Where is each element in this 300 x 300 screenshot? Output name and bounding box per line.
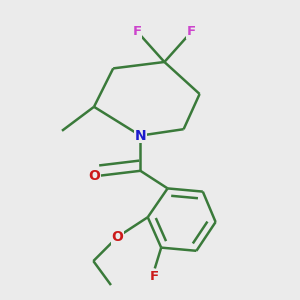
Text: O: O <box>111 230 123 244</box>
Text: N: N <box>135 129 146 142</box>
Text: F: F <box>187 25 196 38</box>
Text: O: O <box>88 169 100 183</box>
Text: F: F <box>150 270 159 283</box>
Text: F: F <box>133 25 142 38</box>
